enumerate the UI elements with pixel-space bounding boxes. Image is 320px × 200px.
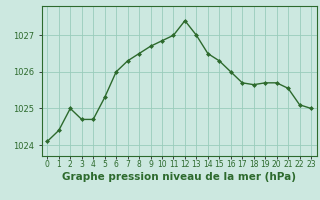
X-axis label: Graphe pression niveau de la mer (hPa): Graphe pression niveau de la mer (hPa) [62, 172, 296, 182]
